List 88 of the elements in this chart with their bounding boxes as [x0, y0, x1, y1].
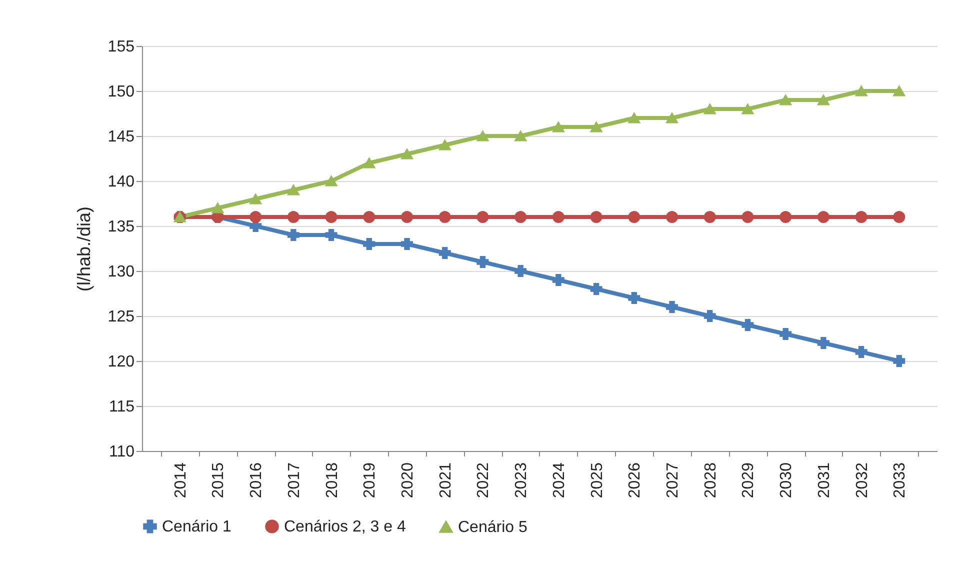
x-tick-label: 2015 — [210, 462, 228, 498]
point — [325, 229, 338, 241]
point — [438, 211, 451, 223]
point — [552, 211, 564, 223]
y-tick-label: 120 — [108, 354, 135, 370]
point — [590, 283, 602, 295]
point — [325, 211, 338, 223]
point — [704, 310, 716, 322]
x-tick-label: 2033 — [892, 462, 909, 498]
x-tick-label: 2027 — [664, 462, 682, 498]
point — [363, 238, 376, 250]
point — [514, 130, 527, 142]
x-tick-label: 2028 — [702, 462, 720, 498]
point — [893, 355, 906, 367]
point — [855, 86, 868, 96]
legend-label: Cenários 2, 3 e 4 — [284, 518, 406, 536]
x-tick-label: 2014 — [172, 462, 190, 498]
y-tick-label: 145 — [108, 128, 135, 146]
y-tick-label: 135 — [108, 218, 135, 236]
point — [287, 229, 300, 241]
point — [855, 211, 868, 223]
legend-label: Cenário 1 — [162, 518, 232, 536]
point — [704, 104, 716, 114]
y-tick-label: 115 — [108, 398, 135, 416]
point — [893, 211, 906, 223]
y-tick-label: 110 — [108, 444, 135, 460]
y-axis-title: (l/hab./dia) — [74, 206, 94, 292]
point — [666, 211, 678, 223]
x-tick-label: 2021 — [437, 462, 454, 498]
point — [780, 94, 792, 106]
x-tick-label: 2032 — [854, 462, 871, 498]
point — [552, 274, 564, 286]
x-tick-label: 2023 — [513, 462, 530, 498]
x-tick-label: 2020 — [400, 462, 416, 498]
point — [250, 211, 262, 223]
point — [666, 301, 678, 313]
point — [893, 86, 906, 96]
point — [855, 346, 868, 358]
point — [401, 211, 413, 223]
point — [363, 158, 376, 168]
x-tick-label: 2026 — [626, 462, 644, 498]
x-tick-label: 2031 — [816, 462, 833, 498]
point — [817, 94, 830, 106]
legend-label: Cenário 5 — [458, 518, 528, 536]
point — [704, 211, 716, 223]
point — [438, 140, 451, 150]
point — [628, 292, 640, 304]
point — [363, 211, 376, 223]
y-tick-label: 130 — [108, 264, 135, 280]
point — [817, 211, 830, 223]
point — [476, 130, 489, 142]
point — [476, 256, 489, 268]
point — [742, 104, 754, 114]
x-tick-label: 2025 — [588, 462, 606, 498]
x-tick-label: 2029 — [740, 462, 758, 498]
x-tick-label: 2019 — [362, 462, 379, 498]
y-tick-label: 150 — [108, 84, 135, 100]
point — [514, 265, 527, 277]
point — [780, 328, 792, 340]
x-tick-label: 2024 — [550, 462, 568, 498]
point — [401, 238, 413, 250]
point — [590, 211, 602, 223]
y-tick-label: 140 — [108, 174, 135, 190]
point — [438, 247, 451, 259]
point — [742, 211, 754, 223]
point — [628, 112, 640, 124]
point — [287, 211, 300, 223]
point — [780, 211, 792, 223]
point — [287, 184, 300, 196]
point — [250, 194, 262, 204]
point — [325, 176, 338, 186]
x-tick-label: 2018 — [324, 462, 341, 498]
x-tick-label: 2017 — [286, 462, 303, 498]
y-tick-label: 125 — [108, 308, 135, 326]
point — [401, 148, 413, 160]
x-tick-label: 2022 — [475, 462, 492, 498]
point — [590, 122, 602, 132]
point — [628, 211, 640, 223]
point — [817, 337, 830, 349]
point — [514, 211, 527, 223]
point — [476, 211, 489, 223]
point — [742, 319, 754, 331]
y-tick-label: 155 — [108, 38, 135, 56]
point — [552, 122, 564, 132]
x-tick-label: 2030 — [778, 462, 796, 498]
point — [212, 202, 224, 214]
x-tick-label: 2016 — [248, 462, 266, 498]
point — [666, 112, 678, 124]
